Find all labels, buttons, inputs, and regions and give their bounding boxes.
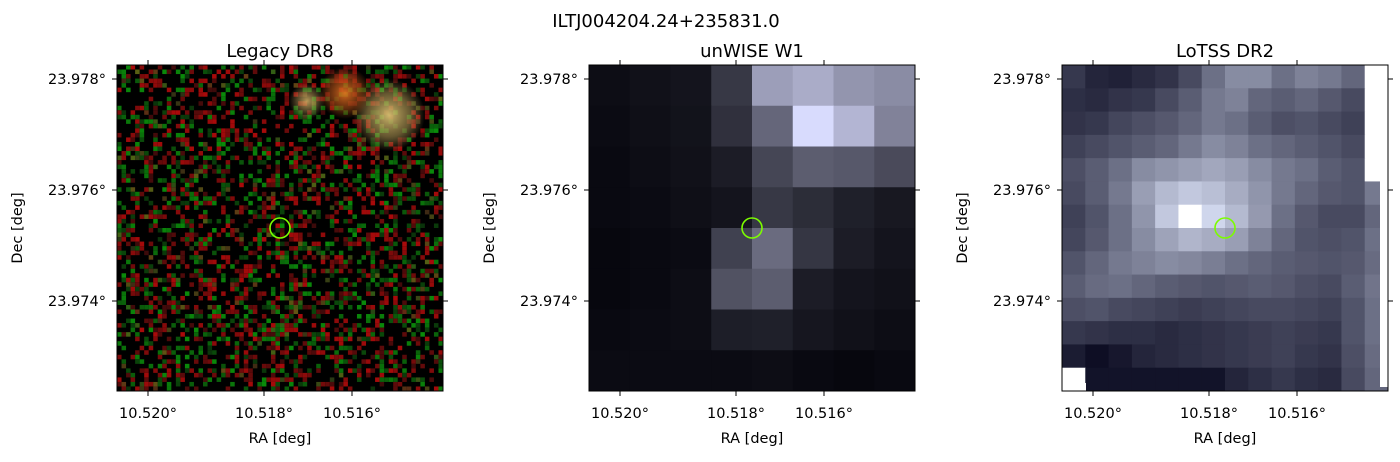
x-tick-label: 10.516°	[795, 406, 853, 422]
x-tick-label: 10.518°	[1180, 406, 1238, 422]
panel-title: unWISE W1	[700, 41, 804, 62]
y-axis-label: Dec [deg]	[10, 192, 26, 263]
y-tick-label: 23.976°	[520, 183, 578, 199]
panel-unwise: unWISE W1 10.520° 10.518° 10.516° 23.978…	[482, 41, 920, 447]
source-marker	[1214, 217, 1236, 239]
x-tick-label: 10.520°	[591, 406, 649, 422]
axes-frame	[1061, 64, 1389, 392]
blank-edge	[1062, 383, 1086, 391]
x-tick-label: 10.516°	[323, 406, 381, 422]
panel-title: LoTSS DR2	[1176, 41, 1274, 62]
y-tick-label: 23.978°	[993, 72, 1051, 88]
panel-lotss: LoTSS DR2 10.520° 10.518° 10.516° 23.978…	[955, 41, 1393, 447]
tick-marks	[584, 60, 920, 396]
y-axis-label: Dec [deg]	[482, 192, 498, 263]
axes-frame	[588, 64, 916, 392]
x-axis-label: RA [deg]	[1194, 431, 1257, 447]
star-blob	[319, 67, 371, 119]
x-tick-label: 10.520°	[1064, 406, 1122, 422]
tick-marks	[1057, 60, 1393, 396]
axes-frame	[116, 64, 444, 392]
legacy-image	[117, 65, 443, 391]
x-tick-label: 10.518°	[235, 406, 293, 422]
y-axis-label: Dec [deg]	[955, 192, 971, 263]
galaxy-blob	[353, 79, 425, 151]
x-axis-label: RA [deg]	[721, 431, 784, 447]
panel-title: Legacy DR8	[226, 41, 333, 62]
y-tick-label: 23.974°	[520, 294, 578, 310]
y-tick-label: 23.976°	[48, 183, 106, 199]
blank-edge	[1380, 65, 1388, 387]
x-tick-label: 10.520°	[119, 406, 177, 422]
tick-marks	[112, 60, 448, 396]
source-marker	[269, 217, 291, 239]
star-blob	[289, 83, 325, 119]
figure-title: ILTJ004204.24+235831.0	[552, 11, 779, 32]
y-tick-label: 23.974°	[993, 294, 1051, 310]
y-tick-label: 23.978°	[48, 72, 106, 88]
unwise-image	[589, 65, 916, 392]
y-tick-label: 23.978°	[520, 72, 578, 88]
panel-legacy: Legacy DR8 10.520° 10.518° 10.516° 23.97…	[10, 41, 448, 447]
x-tick-label: 10.518°	[707, 406, 765, 422]
x-tick-label: 10.516°	[1268, 406, 1326, 422]
y-tick-label: 23.974°	[48, 294, 106, 310]
lotss-image	[1062, 65, 1389, 392]
y-tick-label: 23.976°	[993, 183, 1051, 199]
source-marker	[741, 217, 763, 239]
x-axis-label: RA [deg]	[249, 431, 312, 447]
